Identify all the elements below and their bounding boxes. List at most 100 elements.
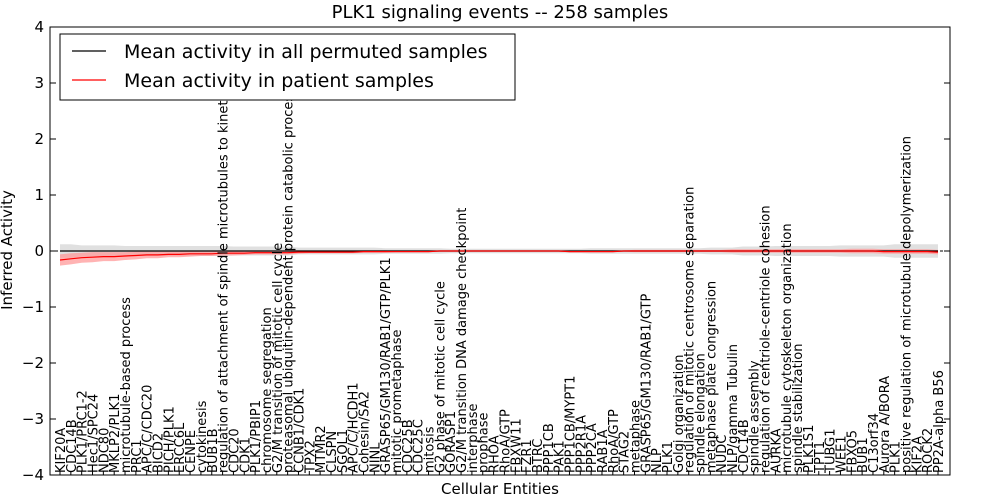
x-tick-label: KIF20A [54,428,69,473]
x-tick-label: PRC1 [130,439,145,473]
x-tick-label: BUB1 [856,437,871,473]
x-tick-label: TPT1 [813,441,828,474]
x-tick-label: PICH/PLK1 [162,406,177,473]
y-tick-label: −4 [22,466,44,484]
x-tick-label: CDK1 [238,437,253,473]
x-tick-label: PLK1S1 [802,425,817,473]
y-axis-label: Inferred Activity [0,190,16,310]
x-tick-label: Cohesin/SA2 [358,391,373,473]
x-tick-label: PPP2R1A [574,415,589,473]
x-tick-label: TUBG1 [824,429,839,475]
x-tick-label: G2 phase of mitotic cell cycle [433,281,448,473]
x-tick-label: microtubule-based process [119,297,134,473]
x-tick-label: STAG2 [618,431,633,473]
x-tick-label: PLK1 [661,441,676,473]
x-tick-label: FBXO5 [845,430,860,473]
x-tick-label: PPP1CB/MYPT1 [564,376,579,473]
y-tick-label: 4 [34,18,44,36]
x-tick-label: PAK1 [553,440,568,473]
x-tick-label: metaphase [629,400,644,473]
x-tick-label: NUDC [715,435,730,473]
x-tick-label: C13orf34 [867,413,882,473]
x-tick-label: PPP2CA [585,423,600,473]
x-axis-label: Cellular Entities [441,480,559,498]
x-tick-label: regulation of centriole-centriole cohesi… [759,205,774,473]
x-tick-label: spindle elongation [694,353,709,473]
y-tick-label: 3 [34,74,44,92]
x-tick-label: RhoA/GTP [607,409,622,473]
x-tick-label: NLP [650,448,665,473]
x-tick-label: GORASP1 [444,411,459,473]
x-tick-label: regulation of mitotic centrosome separat… [683,187,698,473]
x-tick-label: CCNB1/CDK1 [293,388,308,473]
x-tick-label: PLK1/PBIP1 [249,400,264,473]
x-tick-label: CLSPN [325,431,340,473]
x-axis: KIF20ACDC14BPLK1/PRC1-2Hec1/SPC24NDC80MK… [54,56,947,475]
uncertainty-bands [60,244,938,266]
x-tick-label: CDC20 [227,428,242,473]
x-tick-label: FBXW11 [509,418,524,473]
x-tick-label: BTRC [531,439,546,473]
x-tick-label: ERCC6L [173,422,188,473]
x-tick-label: PLK1/PRC1-2 [76,390,91,473]
x-tick-label: proteasomal ubiquitin-dependent protein … [282,88,297,473]
x-tick-label: PPP1CB [542,423,557,473]
series-lines [59,250,939,261]
x-tick-label: ROCK2 [921,428,936,473]
x-tick-label: NLP/gamma Tubulin [726,344,741,473]
y-tick-label: 0 [34,242,44,260]
x-tick-label: APC/C/CDC20 [141,385,156,473]
x-tick-label: positive regulation of microtubule depol… [900,136,915,473]
x-tick-label: G2/M transition DNA damage checkpoint [455,208,470,473]
x-tick-label: SGOL1 [336,429,351,473]
x-tick-label: CDC14B [65,419,80,473]
x-tick-label: RAB1A [596,429,611,473]
x-tick-label: FZR1 [520,439,535,473]
legend-box [59,33,516,101]
x-tick-label: CDC25C [412,419,427,473]
x-tick-label: Golgi organization [672,355,687,473]
chart-title: PLK1 signaling events -- 258 samples [332,2,669,23]
x-tick-label: BUB1B [206,428,221,473]
x-tick-label: APC/C/HCDH1 [347,382,362,473]
x-tick-label: CENPE [184,430,199,473]
y-tick-label: −2 [22,354,44,372]
x-tick-label: RHOA [488,435,503,473]
x-tick-label: MKLP2/PLK1 [108,394,123,473]
x-tick-label: PP2A-alpha B56 [932,370,947,473]
x-tick-label: GRASP65/GM130/RAB1/GTP/PLK1 [379,257,394,473]
x-tick-label: prophase [477,413,492,474]
x-tick-label: regulation of attachment of spindle micr… [217,56,232,473]
y-tick-label: 1 [34,186,44,204]
x-tick-label: CDC25B [401,419,416,473]
x-tick-label: Aurora A/BORA [878,376,893,473]
x-tick-label: BICD2 [152,433,167,473]
y-axis: −4 −3 −2 −1 0 1 2 3 4 [22,18,950,484]
x-tick-label: interphase [466,403,481,473]
x-tick-label: AURKA [769,428,784,473]
y-tick-label: 2 [34,130,44,148]
x-tick-label: chromosome segregation [260,307,275,473]
x-tick-label: NINL [368,442,383,473]
x-tick-label: microtubule cytoskeleton organization [780,223,795,473]
y-tick-label: −3 [22,410,44,428]
x-tick-label: WEE1 [834,435,849,473]
legend-label-patient: Mean activity in patient samples [124,70,434,92]
series-line-1 [59,250,939,261]
x-tick-label: TPX2 [303,440,318,474]
x-tick-label: Hec1/SPC24 [87,394,102,473]
x-tick-label: spindle assembly [748,360,763,473]
x-tick-label: RhoA/GTP [498,409,513,473]
x-tick-label: spindle stabilization [791,344,806,474]
x-tick-label: metaphase plate congression [704,281,719,473]
x-tick-label: CDC14B [737,419,752,473]
legend: Mean activity in all permuted samples Me… [59,33,516,101]
x-tick-label: mitosis [423,426,438,473]
x-tick-label: PLK1 [889,441,904,473]
x-tick-label: GRASP65/GM130/RAB1/GTP [639,294,654,473]
x-tick-label: MTMR2 [314,425,329,473]
y-tick-label: −1 [22,298,44,316]
x-tick-label: mitotic prometaphase [390,329,405,473]
x-tick-label: KIF2A [910,436,925,473]
